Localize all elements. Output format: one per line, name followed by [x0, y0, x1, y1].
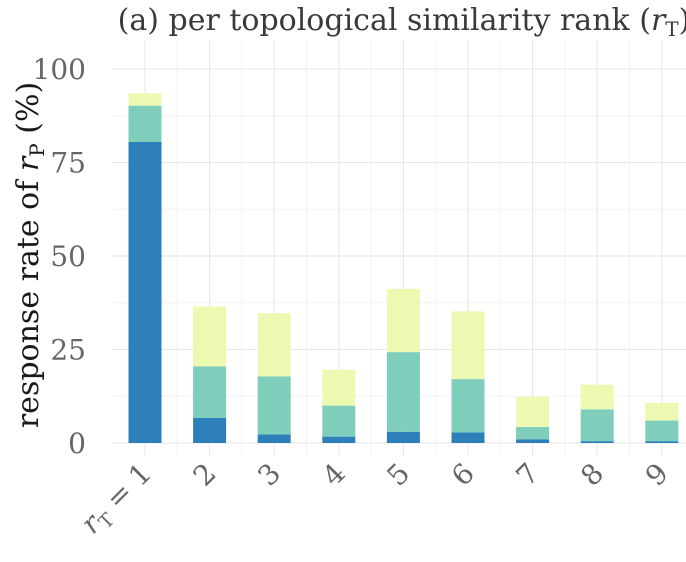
bar-segment-2: [451, 379, 485, 433]
x-tick-label: 2: [187, 457, 223, 493]
y-axis-label-unit: (%): [11, 82, 46, 143]
x-tick-label: 3: [251, 457, 287, 493]
bars: [128, 93, 679, 443]
bar-segment-3: [580, 384, 614, 410]
chart-title-symbol: r: [651, 3, 667, 38]
bar-segment-1: [516, 439, 550, 443]
bar-segment-2: [386, 352, 420, 432]
chart-title-subscript: T: [665, 17, 679, 41]
bar-segment-2: [193, 366, 227, 418]
bar-segment-2: [322, 405, 356, 437]
x-tick-label: 6: [445, 457, 481, 493]
y-tick-label: 50: [50, 240, 86, 273]
bar-segment-3: [451, 311, 485, 380]
bar-segment-2: [516, 426, 550, 440]
x-tick-label: 4: [316, 457, 352, 493]
x-tick-label: rT = 1: [74, 457, 160, 543]
bar-segment-3: [645, 402, 679, 421]
bar-segment-3: [516, 396, 550, 427]
chart-title: (a) per topological similarity rank (rT): [118, 3, 686, 41]
bar-segment-1: [193, 417, 227, 443]
x-tick-label: 5: [380, 457, 416, 493]
y-tick-label: 75: [50, 147, 86, 180]
x-tick-label: 9: [639, 457, 675, 493]
y-axis-label-main: response rate of: [11, 171, 46, 428]
x-tick-label: 8: [574, 457, 610, 493]
y-tick-label: 100: [33, 53, 86, 86]
bar-segment-1: [645, 441, 679, 443]
chart-title-close: ): [679, 3, 686, 38]
y-axis-label-symbol: r: [11, 155, 46, 171]
bar-segment-1: [257, 434, 291, 443]
bar-segment-2: [645, 420, 679, 442]
y-tick-label: 0: [68, 427, 86, 460]
y-tick-labels: 0 25 50 75 100: [33, 53, 86, 460]
bar-segment-3: [257, 313, 291, 377]
y-axis-label-subscript: P: [25, 143, 49, 156]
bar-segment-2: [580, 409, 614, 442]
bar-segment-1: [322, 436, 356, 443]
x-tick-label: 7: [510, 457, 546, 493]
bar-segment-3: [193, 306, 227, 367]
y-axis-label: response rate of rP (%): [11, 82, 49, 428]
bar-segment-3: [386, 288, 420, 353]
chart-title-main: (a) per topological similarity rank (: [118, 3, 651, 38]
y-tick-label: 25: [50, 334, 86, 367]
bar-segment-2: [257, 376, 291, 435]
bar-segment-1: [128, 141, 162, 443]
bar-segment-1: [580, 441, 614, 443]
bar-segment-3: [128, 93, 162, 106]
bar-segment-1: [451, 432, 485, 443]
bar-segment-2: [128, 105, 162, 142]
bar-segment-3: [322, 369, 356, 406]
bar-segment-1: [386, 431, 420, 443]
